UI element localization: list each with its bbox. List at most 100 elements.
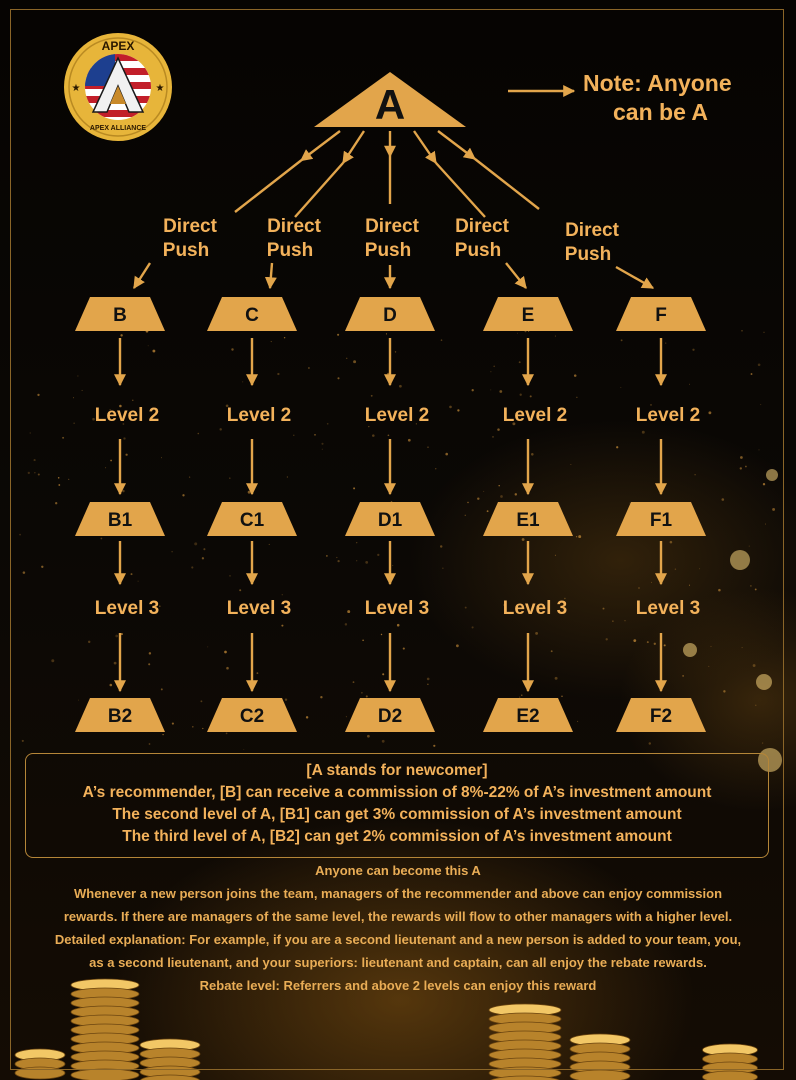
node-e-label: E [522,305,535,326]
coin-icon [488,1003,562,1017]
coin-icon [488,1057,562,1071]
edge-to-e [505,262,527,289]
note-line-1: Note: Anyone [583,70,732,96]
coin-icon [488,1048,562,1062]
coin-icon [70,1068,140,1080]
notes-line-1: Anyone can become this A [315,863,481,878]
level-2-label: Level 2 [227,405,291,426]
edge-root-to-c [341,130,366,165]
coin-icon [702,1061,758,1075]
coin-icon [702,1043,758,1057]
node-e1 [483,502,573,536]
coin-icon [14,1066,66,1080]
edge-root-to-c-tail [294,162,344,218]
level-3-label: Level 3 [503,598,567,619]
notes-line-5: as a second lieutenant, and your superio… [89,955,707,970]
node-f1 [616,502,706,536]
coin-icon [702,1052,758,1066]
node-e1-label: E1 [516,510,540,531]
info-line-3: The third level of A, [B2] can get 2% co… [122,828,672,845]
level-3-label: Level 3 [365,598,429,619]
direct-push-label-line-1: Direct [163,216,218,237]
tree-columns: Direct Push B Level 2 B1 Level 3 B2 Direct Push C… [75,130,706,732]
coin-icon [488,1012,562,1026]
node-b2-label: B2 [108,706,132,727]
node-b [75,297,165,331]
coin-icon [70,1059,140,1073]
edge-root-to-f-tail [474,158,540,210]
level-3-label: Level 3 [636,598,700,619]
coin-icon [14,1048,66,1062]
node-b2 [75,698,165,732]
coin-icon [569,1051,631,1065]
node-f [616,297,706,331]
root-node-label: A [375,81,405,128]
node-e2 [483,698,573,732]
node-c1 [207,502,297,536]
referral-tree-diagram: APEX APEX ALLIANCE ★ ★ A Note: Anyone ca… [64,33,732,732]
coin-icon [139,1074,201,1080]
coin-icon [139,1047,201,1061]
coin-icon [488,1066,562,1080]
coin-icon [70,1041,140,1055]
node-c1-label: C1 [240,510,265,531]
direct-push-label-line-1: Direct [267,216,322,237]
coin-icon [70,996,140,1010]
node-b1 [75,502,165,536]
direct-push-label-line-1: Direct [365,216,420,237]
node-e2-label: E2 [516,706,539,727]
direct-push-label-line-1: Direct [565,220,620,241]
node-d1 [345,502,435,536]
node-c [207,297,297,331]
logo-top-text: APEX [102,39,135,53]
coin-icon [139,1038,201,1052]
node-d1-label: D1 [378,510,403,531]
notes-line-6: Rebate level: Referrers and above 2 leve… [199,978,597,993]
edge-root-to-e [413,130,437,164]
edge-to-c [264,262,277,290]
info-title: [A stands for newcomer] [306,762,488,779]
direct-push-label-line-2: Push [163,240,209,261]
coin-icon [569,1060,631,1074]
explanation-notes: Anyone can become this A Whenever a new … [20,859,776,997]
info-line-2: The second level of A, [B1] can get 3% c… [112,806,682,823]
node-f1-label: F1 [650,510,673,531]
node-c2 [207,698,297,732]
coin-icon [70,1023,140,1037]
direct-push-label-line-2: Push [455,240,501,261]
node-f-label: F [655,305,667,326]
notes-line-4: Detailed explanation: For example, if yo… [54,932,742,947]
coin-icon [70,1032,140,1046]
coin-icon [569,1042,631,1056]
edge-to-f [615,265,655,290]
coin-icon [490,1075,560,1080]
node-b1-label: B1 [108,510,133,531]
node-f2 [616,698,706,732]
edge-root-to-e-tail [435,162,486,218]
node-d [345,297,435,331]
commission-info-box: [A stands for newcomer] A’s recommender,… [25,753,769,858]
node-c-label: C [245,305,259,326]
coin-icon [70,1005,140,1019]
notes-line-2: Whenever a new person joins the team, ma… [73,886,723,901]
level-3-label: Level 3 [227,598,291,619]
info-line-1: A’s recommender, [B] can receive a commi… [82,784,712,801]
direct-push-label-line-1: Direct [455,216,510,237]
level-2-label: Level 2 [503,405,567,426]
notes-line-3: rewards. If there are managers of the sa… [63,909,733,924]
direct-push-label-line-2: Push [267,240,313,261]
direct-push-label-line-2: Push [365,240,411,261]
logo-bottom-text: APEX ALLIANCE [90,125,146,132]
edge-root-to-f [437,130,476,160]
coin-icon [488,1039,562,1053]
level-3-label: Level 3 [95,598,159,619]
coin-icon [702,1070,758,1080]
edge-root-to-b [300,130,341,162]
coin-icon [14,1057,66,1071]
coin-icon [139,1056,201,1070]
edge-root-to-b-tail [234,159,302,213]
note-line-2: can be A [613,99,708,125]
direct-push-label-line-2: Push [565,244,611,265]
node-c2-label: C2 [240,706,264,727]
